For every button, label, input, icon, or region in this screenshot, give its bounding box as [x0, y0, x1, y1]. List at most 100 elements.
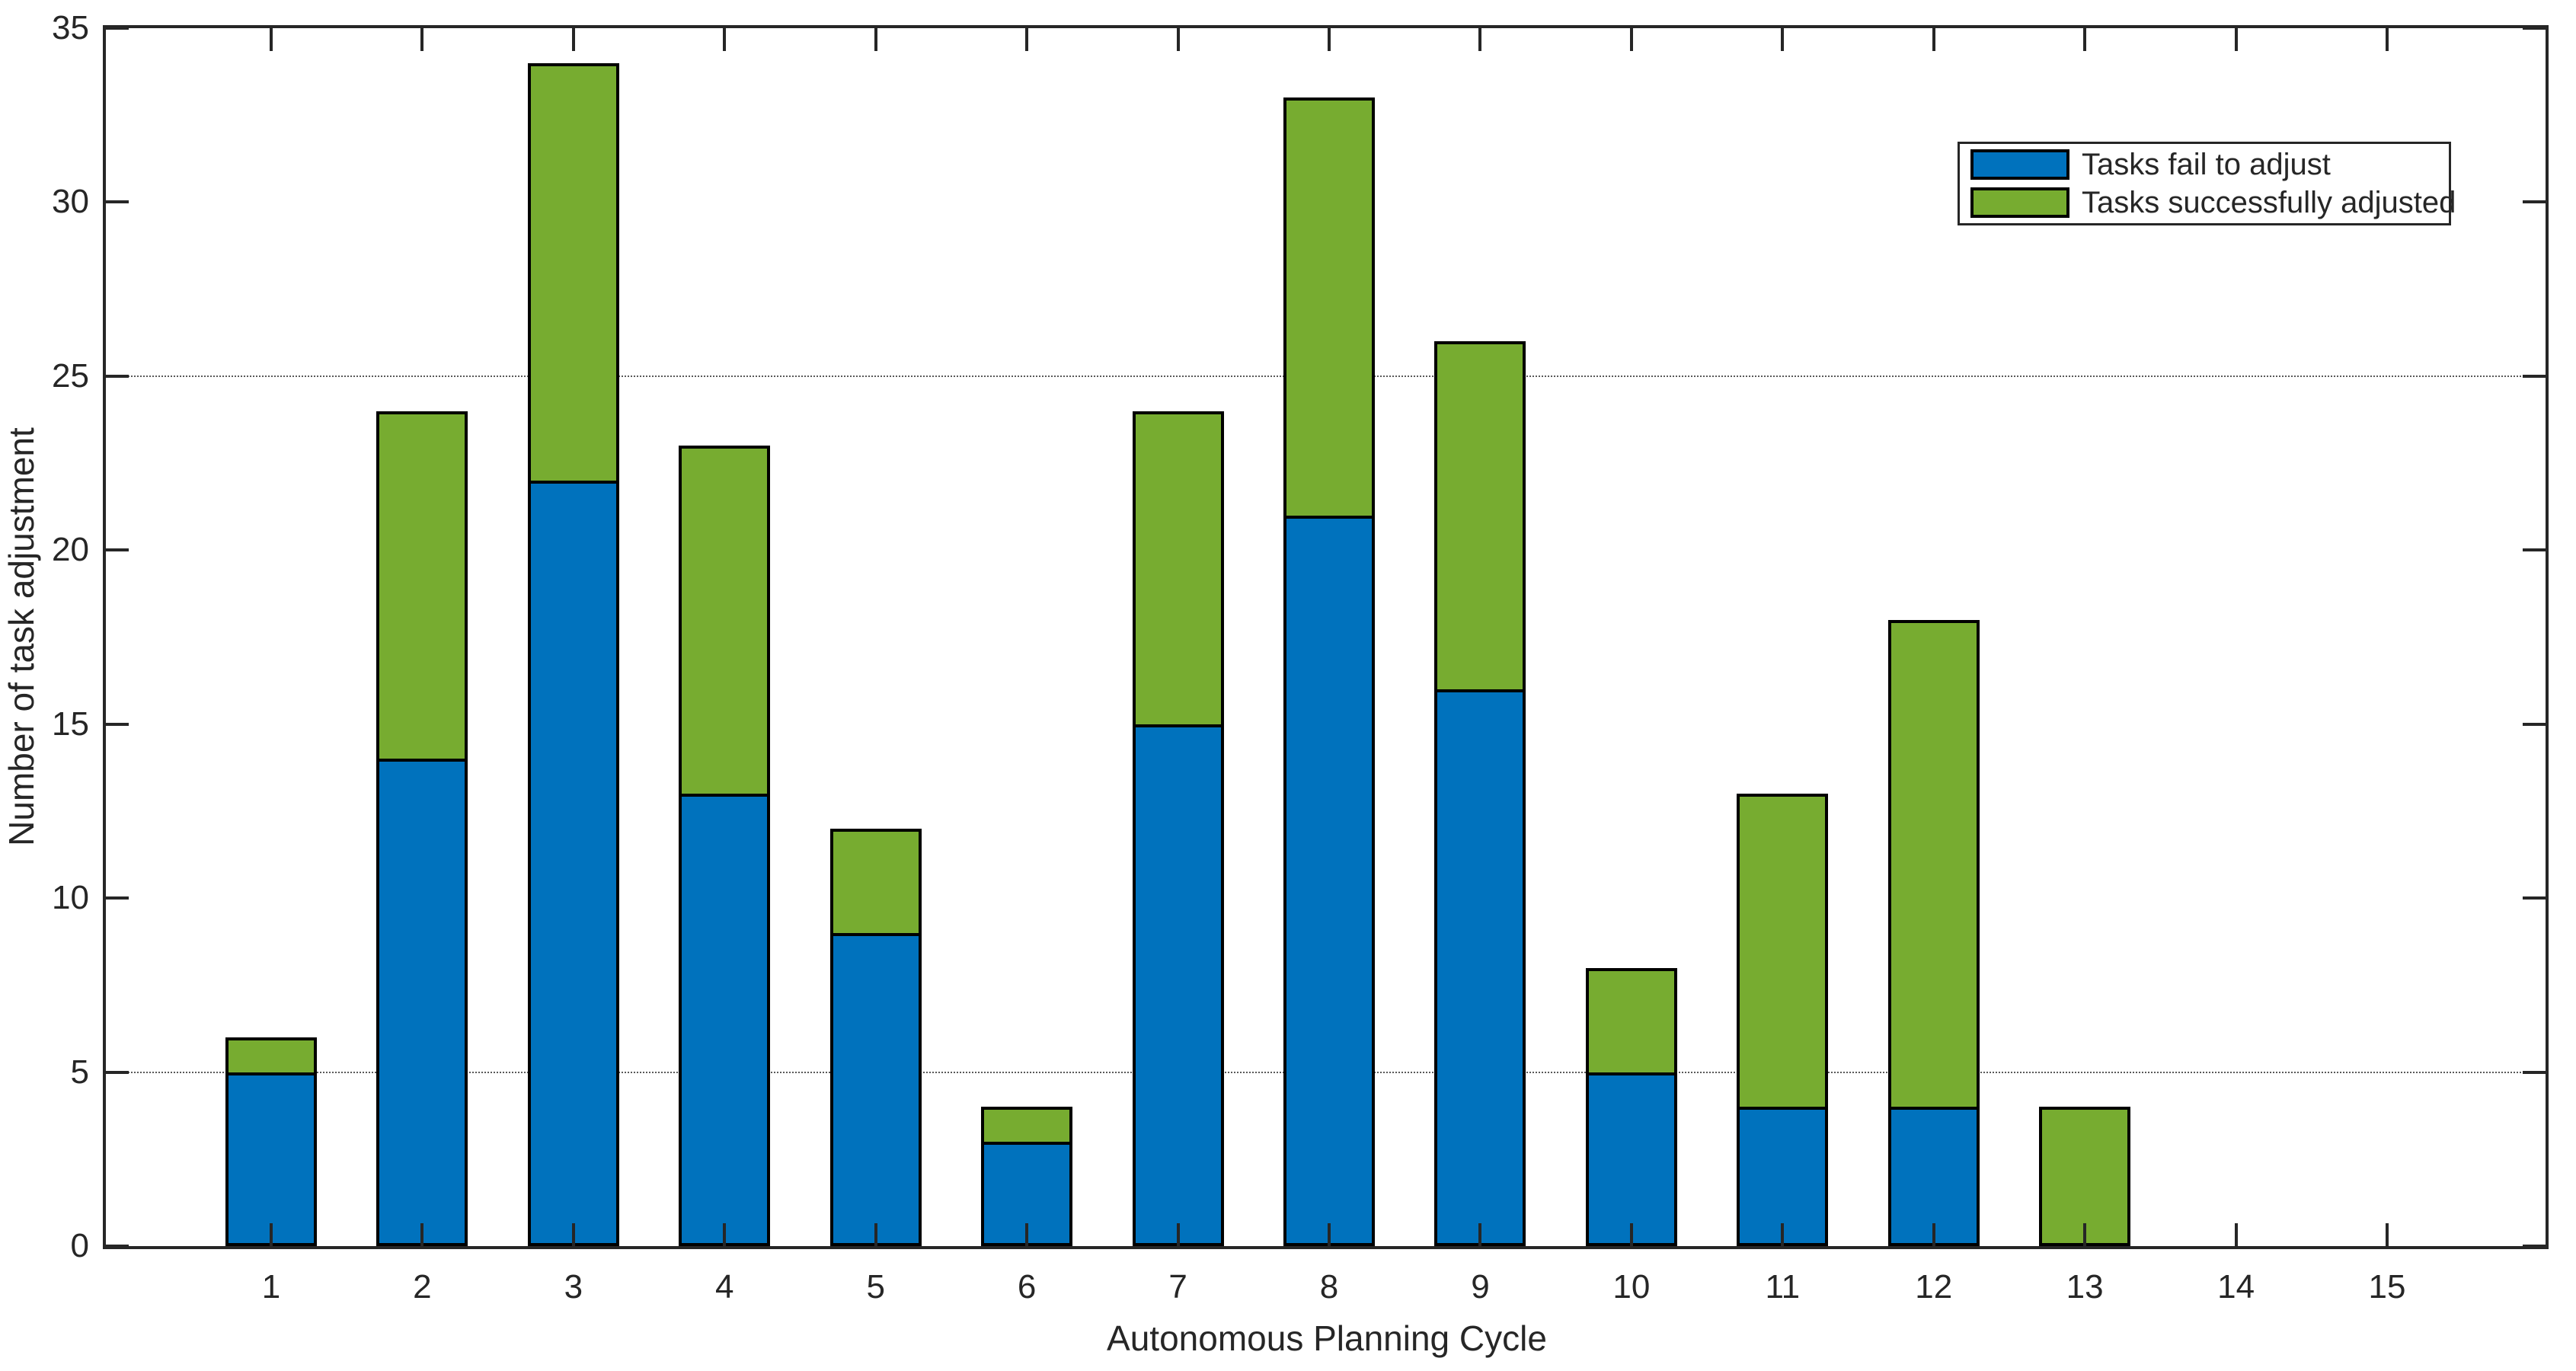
- tick-x-top-1: [270, 28, 273, 51]
- tick-x-bottom-1: [270, 1223, 273, 1246]
- tick-x-bottom-15: [2386, 1223, 2389, 1246]
- tick-x-top-14: [2234, 28, 2238, 51]
- y-tick-label-35: 35: [52, 9, 89, 46]
- bar-cycle-11-success: [1737, 794, 1829, 1111]
- bar-cycle-1-fail: [225, 1072, 317, 1246]
- bar-cycle-10-success: [1585, 967, 1677, 1075]
- y-tick-label-30: 30: [52, 183, 89, 221]
- tick-y-right-10: [2523, 896, 2546, 900]
- tick-x-top-7: [1176, 28, 1180, 51]
- x-tick-label-13: 13: [2066, 1268, 2104, 1305]
- legend-swatch-fail: [1970, 149, 2069, 180]
- tick-x-bottom-11: [1781, 1223, 1785, 1246]
- tick-x-bottom-7: [1176, 1223, 1180, 1246]
- tick-x-top-11: [1781, 28, 1785, 51]
- legend: Tasks fail to adjust Tasks successfully …: [1958, 142, 2456, 225]
- legend-item-success: Tasks successfully adjusted: [1960, 184, 2456, 221]
- y-tick-label-20: 20: [52, 531, 89, 569]
- y-tick-label-25: 25: [52, 356, 89, 395]
- tick-x-bottom-4: [723, 1223, 727, 1246]
- x-tick-label-15: 15: [2368, 1268, 2406, 1305]
- tick-x-bottom-8: [1328, 1223, 1331, 1246]
- tick-x-top-10: [1629, 28, 1633, 51]
- x-tick-label-9: 9: [1471, 1268, 1490, 1305]
- y-axis-label: Number of task adjustment: [2, 427, 41, 846]
- x-tick-label-1: 1: [261, 1268, 281, 1305]
- bar-cycle-6-success: [981, 1107, 1073, 1145]
- bar-cycle-10-fail: [1585, 1072, 1677, 1246]
- tick-y-left-0: [106, 1245, 129, 1248]
- tick-y-right-30: [2523, 200, 2546, 204]
- tick-y-right-5: [2523, 1070, 2546, 1074]
- bar-cycle-9-fail: [1434, 689, 1526, 1246]
- tick-x-bottom-13: [2083, 1223, 2087, 1246]
- tick-x-top-15: [2386, 28, 2389, 51]
- x-tick-label-7: 7: [1168, 1268, 1187, 1305]
- tick-y-left-30: [106, 200, 129, 204]
- x-tick-label-8: 8: [1319, 1268, 1339, 1305]
- bar-cycle-7-success: [1132, 411, 1224, 727]
- plot-area: [103, 25, 2549, 1249]
- legend-item-fail: Tasks fail to adjust: [1960, 146, 2449, 183]
- tick-x-top-8: [1328, 28, 1331, 51]
- bar-cycle-5-fail: [829, 932, 922, 1246]
- tick-y-left-10: [106, 896, 129, 900]
- bar-cycle-4-fail: [679, 794, 771, 1246]
- bar-cycle-9-success: [1434, 341, 1526, 693]
- y-tick-label-0: 0: [70, 1227, 89, 1264]
- bar-cycle-7-fail: [1132, 724, 1224, 1246]
- bar-cycle-2-success: [376, 411, 468, 762]
- x-tick-label-6: 6: [1017, 1268, 1037, 1305]
- tick-x-top-4: [723, 28, 727, 51]
- tick-y-right-25: [2523, 374, 2546, 378]
- legend-label-success: Tasks successfully adjusted: [2082, 186, 2456, 220]
- tick-x-bottom-9: [1478, 1223, 1482, 1246]
- tick-x-bottom-2: [420, 1223, 424, 1246]
- bar-cycle-8-fail: [1283, 515, 1375, 1246]
- tick-x-bottom-12: [1932, 1223, 1935, 1246]
- tick-x-bottom-3: [571, 1223, 575, 1246]
- y-tick-label-5: 5: [70, 1053, 89, 1091]
- x-tick-label-14: 14: [2217, 1268, 2255, 1305]
- bar-cycle-12-success: [1887, 619, 1980, 1111]
- tick-y-right-15: [2523, 722, 2546, 726]
- tick-x-top-2: [420, 28, 424, 51]
- tick-y-right-0: [2523, 1245, 2546, 1248]
- bar-cycle-13-success: [2039, 1107, 2131, 1246]
- tick-x-top-3: [571, 28, 575, 51]
- tick-x-top-9: [1478, 28, 1482, 51]
- x-tick-label-10: 10: [1612, 1268, 1651, 1305]
- x-tick-label-12: 12: [1915, 1268, 1953, 1305]
- tick-x-bottom-6: [1025, 1223, 1029, 1246]
- tick-x-bottom-5: [874, 1223, 877, 1246]
- bar-cycle-4-success: [679, 446, 771, 797]
- legend-label-fail: Tasks fail to adjust: [2082, 147, 2331, 181]
- x-tick-label-3: 3: [564, 1268, 583, 1305]
- x-tick-label-5: 5: [866, 1268, 885, 1305]
- tick-y-left-5: [106, 1070, 129, 1074]
- bar-cycle-5-success: [829, 828, 922, 936]
- tick-x-bottom-14: [2234, 1223, 2238, 1246]
- bar-cycle-3-fail: [527, 480, 619, 1246]
- tick-x-top-13: [2083, 28, 2087, 51]
- tick-y-left-15: [106, 722, 129, 726]
- bar-cycle-3-success: [527, 62, 619, 484]
- bar-cycle-2-fail: [376, 759, 468, 1246]
- x-tick-label-11: 11: [1765, 1268, 1801, 1305]
- tick-y-left-25: [106, 374, 129, 378]
- legend-swatch-success: [1970, 187, 2069, 219]
- tick-y-left-35: [106, 27, 129, 30]
- bar-cycle-8-success: [1283, 97, 1375, 519]
- y-tick-label-10: 10: [52, 879, 89, 917]
- bar-cycle-1-success: [225, 1037, 317, 1075]
- tick-y-right-35: [2523, 27, 2546, 30]
- x-tick-label-2: 2: [413, 1268, 432, 1305]
- x-axis-label: Autonomous Planning Cycle: [1107, 1318, 1547, 1358]
- tick-y-right-20: [2523, 548, 2546, 552]
- tick-x-top-6: [1025, 28, 1029, 51]
- tick-x-bottom-10: [1629, 1223, 1633, 1246]
- x-tick-label-4: 4: [715, 1268, 734, 1305]
- tick-x-top-5: [874, 28, 877, 51]
- y-tick-label-15: 15: [52, 705, 89, 743]
